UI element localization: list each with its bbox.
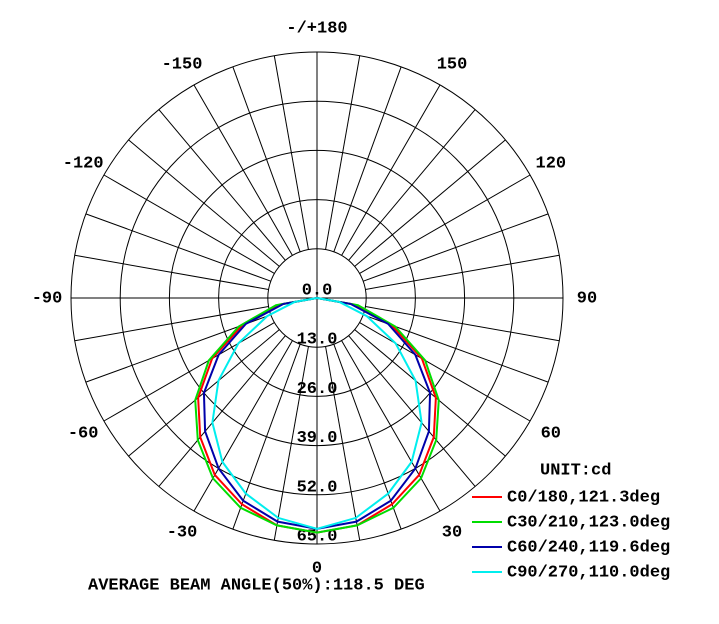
footer: AVERAGE BEAM ANGLE(50%):118.5 DEG (88, 576, 425, 595)
r-tick-label: 39.0 (297, 429, 338, 448)
angle-tick-label: 0 (312, 559, 322, 578)
angle-tick-label: 150 (437, 56, 468, 75)
legend-label: C30/210,123.0deg (507, 513, 670, 532)
series-line (194, 297, 440, 534)
r-tick-label: 0.0 (302, 281, 333, 300)
angle-tick-label: -90 (32, 289, 63, 308)
ring (70, 51, 564, 545)
r-tick-label: 65.0 (297, 527, 338, 546)
ring (267, 248, 367, 348)
angle-tick-label: -30 (167, 523, 198, 542)
angle-tick-label: -60 (68, 424, 99, 443)
ring (218, 199, 416, 397)
legend-label: C60/240,119.6deg (507, 538, 670, 557)
series-line (211, 297, 423, 530)
r-tick-label: 26.0 (297, 380, 338, 399)
angle-tick-label: 30 (442, 523, 462, 542)
angle-tick-label: -120 (63, 154, 104, 173)
ring (168, 149, 466, 447)
angle-tick-label: -/+180 (286, 19, 347, 38)
ring (119, 100, 515, 496)
angle-tick-label: 120 (536, 154, 567, 173)
angle-tick-label: 60 (541, 424, 561, 443)
r-tick-label: 13.0 (297, 331, 338, 350)
angle-tick-label: 90 (577, 289, 597, 308)
legend-label: C0/180,121.3deg (507, 488, 660, 507)
legend-title: UNIT:cd (540, 461, 611, 480)
angle-tick-label: -150 (162, 56, 203, 75)
r-tick-label: 52.0 (297, 478, 338, 497)
legend-label: C90/270,110.0deg (507, 563, 670, 582)
